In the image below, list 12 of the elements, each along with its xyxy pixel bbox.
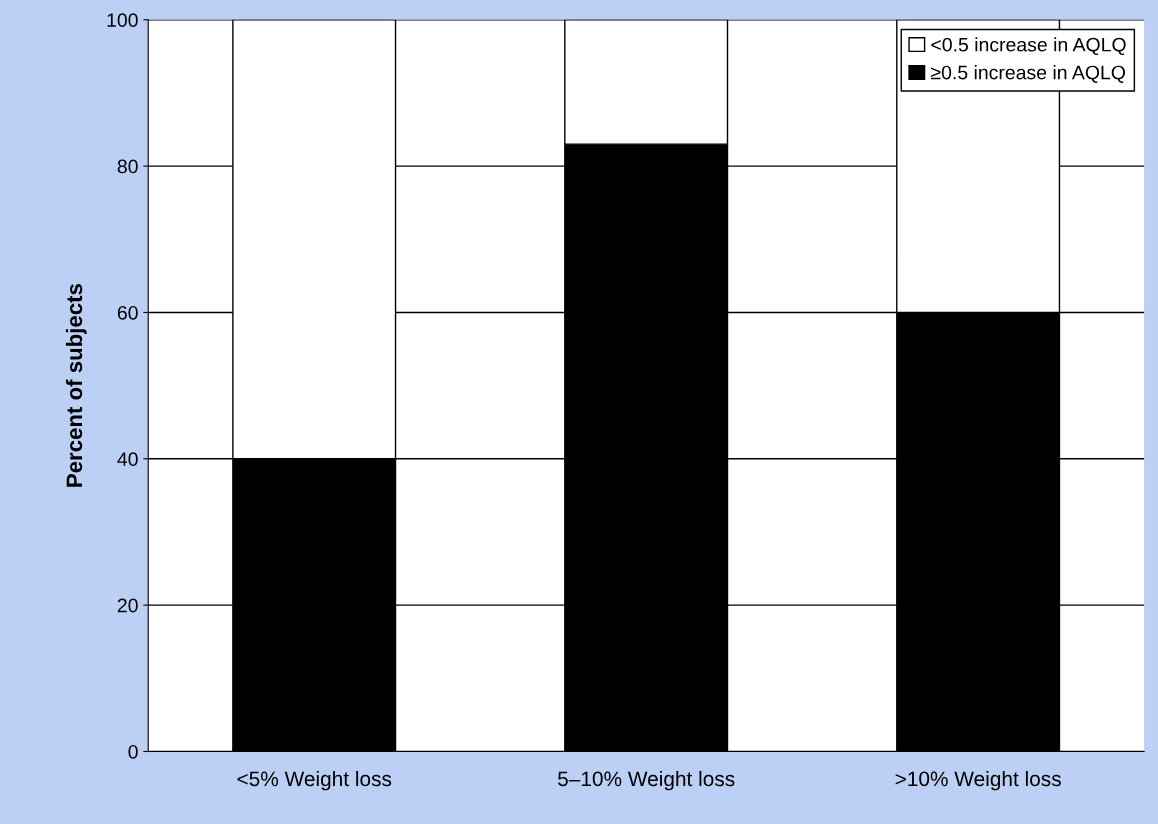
x-tick-label: 5–10% Weight loss (558, 770, 735, 791)
y-tick-label: 80 (117, 159, 138, 174)
y-tick-label: 100 (107, 13, 138, 28)
y-tick-label: 20 (117, 598, 138, 613)
x-tick-label: <5% Weight loss (237, 770, 392, 791)
y-tick-label: 0 (128, 744, 138, 759)
y-tick-label: 40 (117, 452, 138, 467)
legend-label: <0.5 increase in AQLQ (931, 37, 1126, 56)
legend-label: ≥0.5 increase in AQLQ (931, 65, 1125, 83)
y-axis-title: Percent of subjects (65, 284, 87, 487)
x-tick-label: >10% Weight loss (895, 770, 1061, 791)
y-tick-label: 60 (117, 305, 138, 320)
